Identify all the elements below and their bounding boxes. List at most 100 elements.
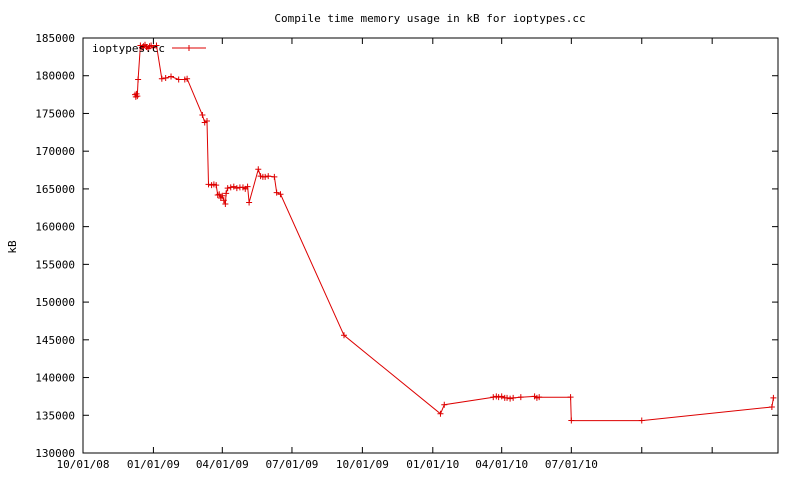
data-point-glyph (770, 394, 777, 401)
data-point (517, 394, 524, 401)
data-point-glyph (150, 44, 157, 51)
data-point (638, 417, 645, 424)
data-point-glyph (507, 395, 514, 402)
data-point (224, 185, 231, 192)
x-tick-label: 07/01/10 (545, 458, 598, 471)
data-point (495, 394, 502, 401)
data-point (203, 118, 210, 124)
data-point (341, 332, 348, 339)
data-point-glyph (768, 403, 775, 410)
data-point (134, 93, 141, 100)
data-point-glyph (224, 185, 231, 192)
data-point-glyph (495, 394, 502, 401)
data-point (184, 75, 191, 82)
y-tick-label: 160000 (35, 221, 75, 234)
data-point-glyph (162, 74, 169, 81)
series-layer (132, 41, 777, 424)
y-tick-label: 130000 (35, 447, 75, 460)
data-point (262, 173, 269, 180)
data-point (222, 201, 229, 207)
data-point (498, 393, 505, 400)
data-point-glyph (504, 394, 511, 401)
y-tick-label: 135000 (35, 409, 75, 422)
data-point-glyph (271, 173, 278, 180)
y-tick-label: 145000 (35, 334, 75, 347)
data-point (437, 410, 444, 417)
data-point-glyph (213, 182, 220, 189)
data-point-glyph (273, 189, 280, 196)
plot-frame (82, 37, 779, 454)
data-point (510, 394, 517, 401)
y-tick-label: 175000 (35, 107, 75, 120)
data-point-glyph (205, 181, 212, 188)
data-point (441, 401, 448, 408)
data-point (244, 183, 251, 190)
data-point-glyph (233, 185, 240, 192)
data-point (230, 183, 237, 190)
data-point (150, 44, 157, 51)
data-point (536, 394, 543, 401)
legend: ioptypes.cc (92, 42, 206, 55)
data-point-glyph (255, 166, 262, 173)
data-point-glyph (262, 173, 269, 180)
data-point (205, 181, 212, 188)
legend-point-marker (186, 45, 192, 51)
data-point (770, 394, 777, 401)
data-point-glyph (135, 76, 142, 83)
data-point-glyph (498, 393, 505, 400)
data-point (223, 190, 230, 197)
data-point-glyph (244, 183, 251, 190)
legend-marker-glyph (186, 45, 192, 51)
data-point-glyph (134, 93, 141, 100)
data-point-glyph (153, 42, 160, 49)
data-point-glyph (230, 183, 237, 190)
data-point-glyph (638, 417, 645, 424)
data-point (227, 184, 234, 191)
data-point (246, 199, 253, 206)
data-point (158, 75, 165, 82)
data-point-glyph (567, 394, 574, 401)
data-point (162, 74, 169, 81)
data-point (168, 73, 175, 80)
data-point-glyph (246, 199, 253, 206)
data-point-glyph (437, 410, 444, 417)
data-point-glyph (222, 201, 229, 207)
y-axis-ticks: 130000 135000 140000 145000 150000 155000 1600… (35, 32, 778, 460)
data-point (567, 394, 574, 401)
y-tick-label: 185000 (35, 32, 75, 45)
data-point-glyph (216, 191, 223, 198)
data-point-glyph (265, 173, 272, 180)
y-tick-label: 170000 (35, 145, 75, 158)
data-point-glyph (227, 184, 234, 191)
data-point-glyph (175, 76, 182, 83)
data-point (255, 166, 262, 173)
data-point (271, 173, 278, 180)
x-tick-label: 04/01/09 (196, 458, 249, 471)
data-point (273, 189, 280, 196)
data-point (219, 192, 226, 199)
x-tick-label: 10/01/08 (57, 458, 110, 471)
data-point-glyph (517, 394, 524, 401)
data-point (507, 395, 514, 402)
data-point-glyph (510, 394, 517, 401)
data-point (216, 191, 223, 198)
data-point (135, 76, 142, 83)
data-point-glyph (220, 197, 227, 204)
data-point-glyph (277, 191, 284, 198)
data-point (220, 197, 227, 204)
data-point (265, 173, 272, 180)
data-point (768, 403, 775, 410)
data-point-glyph (341, 332, 348, 339)
data-point (233, 185, 240, 192)
x-tick-label: 04/01/10 (475, 458, 528, 471)
data-point-glyph (219, 192, 226, 199)
chart-title: Compile time memory usage in kB for iopt… (274, 12, 585, 25)
y-tick-label: 140000 (35, 372, 75, 385)
x-tick-label: 10/01/09 (336, 458, 389, 471)
data-point (153, 42, 160, 49)
data-point (277, 191, 284, 198)
data-point (568, 417, 575, 424)
data-point (490, 394, 497, 401)
